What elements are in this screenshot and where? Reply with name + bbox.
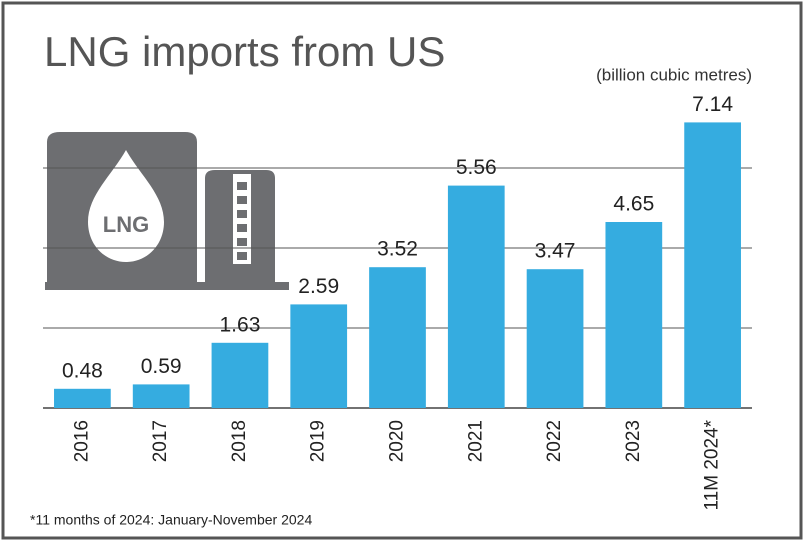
bar [132,384,190,408]
bar [447,185,505,408]
x-tick-label: 2020 [387,420,408,462]
bar [684,122,741,409]
value-label: 0.59 [141,355,182,378]
bar [290,304,348,408]
x-tick-label: 2017 [150,420,171,462]
value-label: 5.56 [456,156,497,179]
value-label: 1.63 [220,313,261,336]
x-tick-label: 2018 [229,420,250,462]
bar [605,222,663,408]
x-tick-label: 2021 [465,420,486,462]
bar [54,388,111,408]
icon-label: LNG [103,212,149,237]
value-label: 0.48 [62,359,103,382]
footnote: *11 months of 2024: January-November 202… [30,512,312,528]
bar [211,342,269,408]
value-label: 2.59 [298,275,339,298]
value-label: 3.52 [377,238,418,261]
x-tick-label: 2023 [623,420,644,462]
bar [526,269,584,408]
chart-subtitle: (billion cubic metres) [596,65,752,84]
base [45,282,289,290]
x-tick-label: 2022 [544,420,565,462]
x-tick-label: 2016 [71,420,92,462]
chart-title: LNG imports from US [44,28,445,75]
value-label: 3.47 [535,240,576,263]
x-tick-label: 2019 [308,420,329,462]
bar [369,267,426,408]
value-label: 4.65 [613,193,654,216]
x-tick-label: 11M 2024* [702,419,723,510]
value-label: 7.14 [692,93,733,116]
drop [88,150,164,262]
lng-icon: LNG [45,132,289,290]
